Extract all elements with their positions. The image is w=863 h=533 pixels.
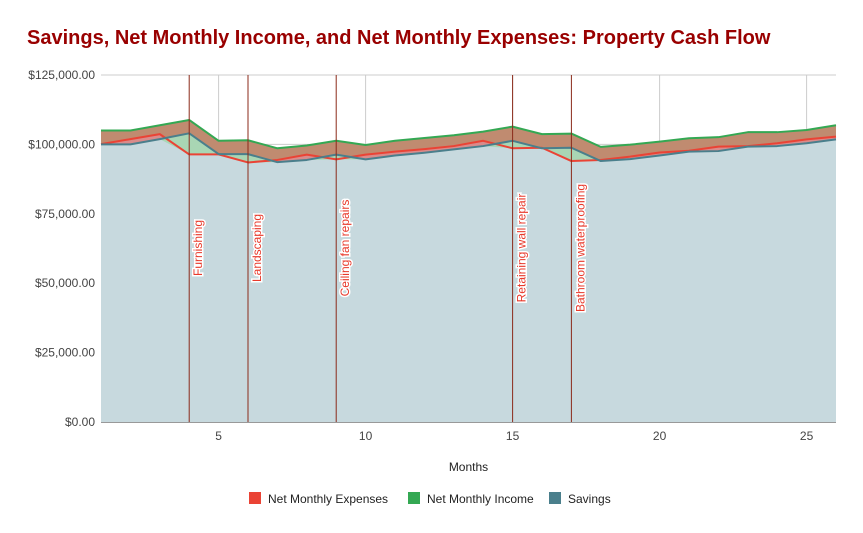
x-axis-title: Months (449, 460, 488, 474)
chart-title: Savings, Net Monthly Income, and Net Mon… (27, 27, 771, 49)
annotation-label: Landscaping (250, 214, 264, 282)
x-tick-label: 20 (653, 429, 667, 443)
annotation-label: Furnishing (191, 220, 205, 276)
y-tick-label: $100,000.00 (28, 137, 95, 151)
y-tick-label: $125,000.00 (28, 68, 95, 82)
base-area (101, 139, 836, 422)
x-tick-label: 25 (800, 429, 814, 443)
y-tick-label: $25,000.00 (35, 346, 95, 360)
series-line-net-monthly-expenses (100, 133, 837, 164)
y-tick-label: $75,000.00 (35, 207, 95, 221)
x-tick-label: 10 (359, 429, 373, 443)
legend-label: Net Monthly Expenses (268, 492, 388, 506)
series-line-savings (101, 132, 837, 164)
y-tick-label: $50,000.00 (35, 276, 95, 290)
y-tick-label: $0.00 (65, 415, 95, 429)
legend-label: Net Monthly Income (427, 492, 534, 506)
x-tick-label: 15 (506, 429, 520, 443)
annotation-label: Retaining wall repair (515, 194, 529, 303)
legend-label: Savings (568, 492, 611, 506)
legend-swatch (408, 492, 420, 504)
annotation-label: Ceiling fan repairs (338, 200, 352, 297)
series-line-net-monthly-income (101, 118, 837, 150)
legend-swatch (249, 492, 261, 504)
x-tick-label: 5 (215, 429, 222, 443)
legend-swatch (549, 492, 561, 504)
annotation-label: Bathroom waterproofing (573, 184, 587, 312)
